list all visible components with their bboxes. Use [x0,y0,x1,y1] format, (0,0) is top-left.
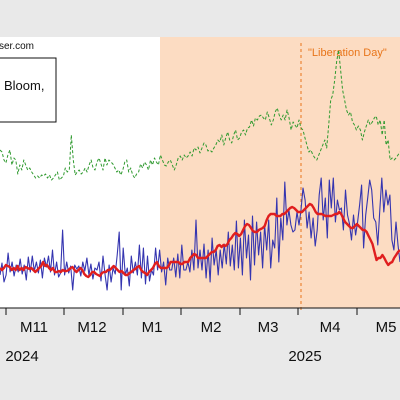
source-text: ser.com [0,41,34,52]
year-label-2025: 2025 [288,348,321,365]
x-axis-ticks [5,308,358,315]
year-label-2024: 2024 [5,348,38,365]
legend-text: Bloom, [4,78,44,93]
x-tick-label-m5: M5 [376,319,397,336]
shaded-period [160,37,400,308]
legend-box [0,57,57,123]
x-tick-label-m11: M11 [20,319,48,336]
x-tick-label-m1: M1 [142,319,163,336]
x-tick-label-m3: M3 [258,319,279,336]
x-tick-label-m2: M2 [201,319,222,336]
liberation-day-annotation: "Liberation Day" [308,47,387,59]
series-line-blue [0,177,400,291]
series-layer [0,49,400,291]
x-tick-label-m4: M4 [320,319,341,336]
x-tick-label-m12: M12 [77,319,106,336]
series-line-green [0,49,400,181]
series-line-red [0,202,400,279]
